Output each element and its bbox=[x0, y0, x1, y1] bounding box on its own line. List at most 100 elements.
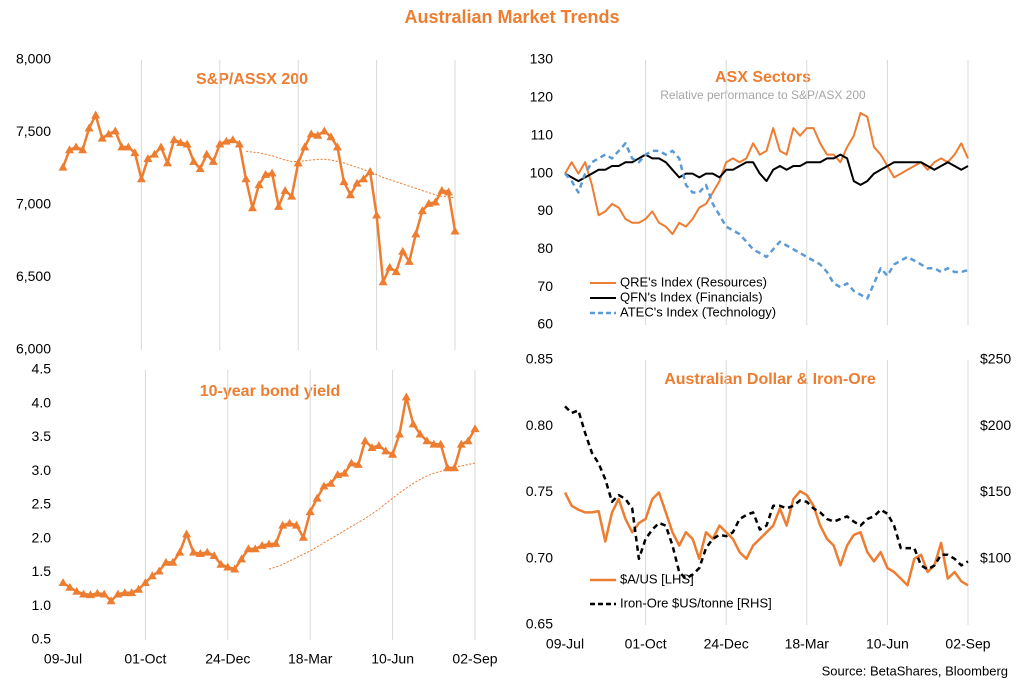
marker bbox=[359, 174, 369, 183]
marker bbox=[134, 584, 144, 593]
marker bbox=[254, 180, 264, 189]
marker bbox=[147, 571, 157, 580]
y-tick-label: 2.0 bbox=[32, 529, 52, 545]
marker bbox=[394, 429, 404, 438]
marker bbox=[463, 436, 473, 445]
y-tick-label: 120 bbox=[530, 89, 554, 105]
marker bbox=[189, 157, 199, 165]
marker bbox=[202, 149, 212, 158]
marker bbox=[340, 468, 350, 477]
marker bbox=[274, 201, 284, 210]
chart-title: S&P/ASSX 200 bbox=[196, 71, 308, 88]
y-tick-label: 7,000 bbox=[16, 196, 51, 212]
marker bbox=[110, 126, 120, 135]
x-tick-label: 01-Oct bbox=[124, 651, 166, 667]
marker bbox=[154, 566, 164, 575]
y-tick-label: 0.70 bbox=[526, 549, 553, 565]
y-tick-label: 3.5 bbox=[32, 428, 52, 444]
y2-tick-label: $100 bbox=[980, 549, 1011, 565]
y-tick-label: 90 bbox=[537, 202, 553, 218]
marker bbox=[65, 582, 75, 591]
marker bbox=[92, 588, 102, 597]
marker bbox=[261, 170, 271, 178]
y-tick-label: 70 bbox=[537, 278, 553, 294]
marker bbox=[319, 126, 329, 135]
marker bbox=[264, 539, 274, 548]
marker bbox=[71, 142, 81, 151]
marker bbox=[120, 588, 130, 597]
marker bbox=[72, 586, 82, 595]
marker bbox=[247, 203, 257, 212]
marker bbox=[443, 187, 453, 196]
marker bbox=[278, 520, 288, 529]
marker bbox=[221, 136, 231, 145]
marker bbox=[104, 129, 114, 138]
marker bbox=[372, 210, 382, 219]
marker bbox=[424, 199, 434, 207]
marker bbox=[117, 142, 127, 151]
marker bbox=[202, 547, 212, 556]
y-tick-label: 1.5 bbox=[32, 563, 52, 579]
marker bbox=[216, 559, 226, 568]
marker bbox=[250, 544, 260, 553]
y-tick-label: 60 bbox=[537, 316, 553, 332]
marker bbox=[195, 164, 205, 173]
series-line bbox=[563, 489, 969, 587]
marker bbox=[127, 588, 137, 597]
x-tick-label: 02-Sep bbox=[945, 636, 990, 652]
marker bbox=[156, 142, 166, 151]
source-note: Source: BetaShares, Bloomberg bbox=[822, 663, 1008, 678]
marker bbox=[450, 226, 460, 235]
marker bbox=[143, 154, 153, 162]
marker bbox=[404, 257, 414, 265]
y-tick-label: 80 bbox=[537, 240, 553, 256]
marker bbox=[106, 596, 116, 605]
marker bbox=[161, 557, 171, 566]
y2-tick-label: $150 bbox=[980, 483, 1011, 499]
series-line bbox=[564, 405, 969, 580]
marker bbox=[339, 177, 349, 186]
marker bbox=[385, 262, 395, 271]
marker bbox=[237, 554, 247, 563]
marker bbox=[228, 135, 238, 144]
marker bbox=[223, 562, 233, 571]
marker bbox=[374, 441, 384, 449]
marker bbox=[430, 197, 440, 206]
marker bbox=[97, 133, 107, 142]
marker bbox=[78, 145, 88, 154]
y-tick-label: 0.75 bbox=[526, 483, 553, 499]
marker bbox=[300, 142, 310, 151]
chart-title: 10-year bond yield bbox=[200, 383, 341, 400]
chart-title: ASX Sectors bbox=[715, 69, 811, 86]
marker bbox=[163, 158, 173, 167]
y-tick-label: 4.0 bbox=[32, 394, 52, 410]
x-tick-label: 01-Oct bbox=[625, 636, 667, 652]
series-line bbox=[564, 153, 969, 186]
marker bbox=[291, 520, 301, 529]
y-tick-label: 130 bbox=[530, 51, 554, 67]
x-tick-label: 09-Jul bbox=[44, 651, 82, 667]
marker bbox=[367, 443, 377, 451]
marker bbox=[306, 129, 316, 138]
marker bbox=[398, 246, 408, 255]
marker bbox=[140, 578, 150, 586]
legend-label: QRE's Index (Resources) bbox=[620, 274, 767, 289]
marker bbox=[79, 589, 89, 598]
marker bbox=[456, 439, 466, 448]
y-tick-label: 0.80 bbox=[526, 417, 553, 433]
y2-tick-label: $250 bbox=[980, 351, 1011, 367]
marker bbox=[176, 138, 186, 147]
y-tick-label: 3.0 bbox=[32, 462, 52, 478]
marker bbox=[333, 470, 343, 478]
figure-title: Australian Market Trends bbox=[404, 7, 619, 27]
marker bbox=[360, 436, 370, 445]
marker bbox=[168, 557, 178, 566]
marker bbox=[149, 149, 159, 158]
chart-subtitle: Relative performance to S&P/ASX 200 bbox=[660, 88, 866, 102]
legend-label: QFN's Index (Financials) bbox=[620, 289, 763, 304]
marker bbox=[230, 564, 240, 573]
marker bbox=[381, 446, 391, 455]
marker bbox=[208, 157, 218, 165]
marker bbox=[182, 139, 192, 148]
